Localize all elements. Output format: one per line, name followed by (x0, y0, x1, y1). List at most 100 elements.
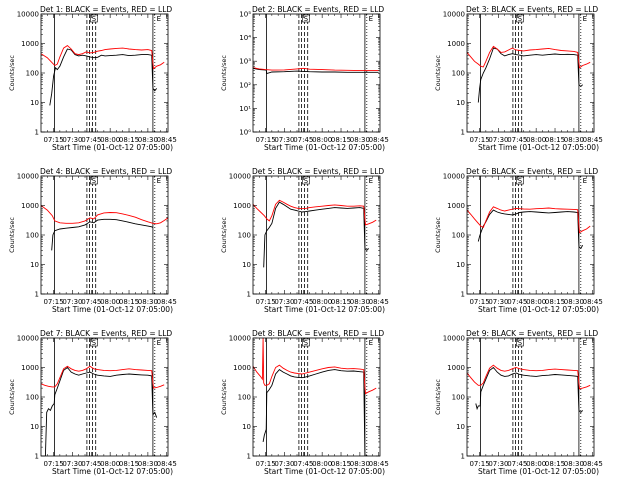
x-tick-label: 08:15 (119, 298, 139, 306)
x-tick-label: 07:45 (81, 136, 101, 144)
x-tick-label: 08:30 (138, 460, 158, 468)
y-tick-label: 10 (456, 99, 465, 107)
y-tick-label: 1000 (233, 364, 251, 372)
series-lld (41, 205, 168, 225)
panel-title: Det 9: BLACK = Events, RED = LLD (466, 329, 598, 338)
y-tick-label: 10¹ (239, 105, 251, 113)
x-tick-label: 08:45 (583, 298, 603, 306)
marker-box (90, 14, 98, 23)
x-tick-label: 08:45 (369, 136, 389, 144)
y-axis-title: Counts/sec (8, 55, 16, 91)
marker-s: S (304, 339, 309, 347)
x-tick-label: 08:30 (350, 136, 370, 144)
y-tick-label: 1 (35, 129, 39, 137)
marker-e: E (157, 177, 161, 185)
y-tick-label: 1000 (233, 202, 251, 210)
y-axis-title: Counts/sec (220, 379, 228, 415)
plot-frame (466, 337, 595, 457)
panel-title: Det 5: BLACK = Events, RED = LLD (252, 167, 384, 176)
series-lld (41, 45, 165, 70)
series-events (475, 366, 584, 414)
x-tick-label: 08:00 (526, 460, 546, 468)
x-tick-label: 08:00 (312, 136, 332, 144)
marker-s: S (92, 177, 97, 185)
x-tick-label: 08:00 (312, 460, 332, 468)
x-tick-label: 08:15 (545, 136, 565, 144)
marker-box (302, 14, 310, 23)
panel-title: Det 1: BLACK = Events, RED = LLD (40, 5, 172, 14)
x-tick-label: 07:15 (255, 298, 275, 306)
x-tick-label: 07:30 (274, 136, 294, 144)
x-tick-label: 07:45 (293, 460, 313, 468)
marker-s: S (518, 15, 523, 23)
x-tick-label: 08:00 (100, 298, 120, 306)
x-tick-label: 08:30 (350, 460, 370, 468)
x-tick-label: 07:15 (255, 136, 275, 144)
y-axis-title: Counts/sec (220, 217, 228, 253)
y-tick-label: 100 (452, 394, 465, 402)
x-tick-label: 07:30 (488, 460, 508, 468)
x-axis-title: Start Time (01-Oct-12 07:05:00) (52, 305, 173, 314)
x-tick-label: 08:45 (157, 298, 177, 306)
x-tick-label: 08:15 (331, 460, 351, 468)
series-lld (253, 199, 377, 226)
y-tick-label: 10 (242, 423, 251, 431)
x-axis-title: Start Time (01-Oct-12 07:05:00) (264, 143, 385, 152)
x-tick-label: 07:45 (81, 460, 101, 468)
y-tick-label: 10 (456, 423, 465, 431)
y-tick-label: 10000 (17, 173, 39, 181)
marker-e: E (369, 177, 373, 185)
y-tick-label: 10⁰ (239, 129, 251, 137)
y-tick-label: 10000 (443, 173, 465, 181)
y-tick-label: 10 (30, 261, 39, 269)
marker-s: S (304, 177, 309, 185)
y-tick-label: 10 (30, 99, 39, 107)
x-tick-label: 07:30 (274, 298, 294, 306)
x-tick-label: 07:45 (81, 298, 101, 306)
y-axis-title: Counts/sec (220, 55, 228, 91)
y-axis-title: Counts/sec (8, 379, 16, 415)
y-tick-label: 10000 (443, 11, 465, 19)
marker-s: S (518, 177, 523, 185)
x-tick-label: 08:45 (583, 136, 603, 144)
series-lld (41, 365, 165, 389)
x-tick-label: 07:30 (62, 298, 82, 306)
x-tick-label: 08:30 (138, 136, 158, 144)
y-tick-label: 10 (242, 261, 251, 269)
x-tick-label: 07:30 (274, 460, 294, 468)
panel-title: Det 4: BLACK = Events, RED = LLD (40, 167, 172, 176)
series-lld (253, 338, 377, 395)
x-tick-label: 08:45 (157, 136, 177, 144)
marker-s: S (92, 339, 97, 347)
x-axis-title: Start Time (01-Oct-12 07:05:00) (264, 467, 385, 476)
y-tick-label: 1000 (21, 40, 39, 48)
x-tick-label: 08:15 (119, 136, 139, 144)
marker-s: S (92, 15, 97, 23)
y-tick-label: 1000 (447, 202, 465, 210)
y-tick-label: 1 (461, 291, 465, 299)
x-tick-label: 08:15 (119, 460, 139, 468)
x-tick-label: 07:15 (469, 460, 489, 468)
marker-e: E (583, 339, 587, 347)
x-tick-label: 07:15 (43, 460, 63, 468)
y-tick-label: 10³ (239, 58, 251, 66)
y-tick-label: 1 (461, 129, 465, 137)
marker-e: E (583, 15, 587, 23)
plot-frame (252, 175, 381, 295)
x-tick-label: 08:30 (564, 460, 584, 468)
x-axis-title: Start Time (01-Oct-12 07:05:00) (478, 467, 599, 476)
marker-box (90, 338, 98, 347)
y-tick-label: 100 (238, 394, 251, 402)
series-events (49, 48, 158, 106)
x-axis-title: Start Time (01-Oct-12 07:05:00) (52, 143, 173, 152)
marker-box (516, 176, 524, 185)
x-tick-label: 07:30 (488, 298, 508, 306)
y-tick-label: 10⁴ (239, 34, 251, 42)
x-tick-label: 08:00 (100, 460, 120, 468)
x-tick-label: 08:45 (369, 460, 389, 468)
